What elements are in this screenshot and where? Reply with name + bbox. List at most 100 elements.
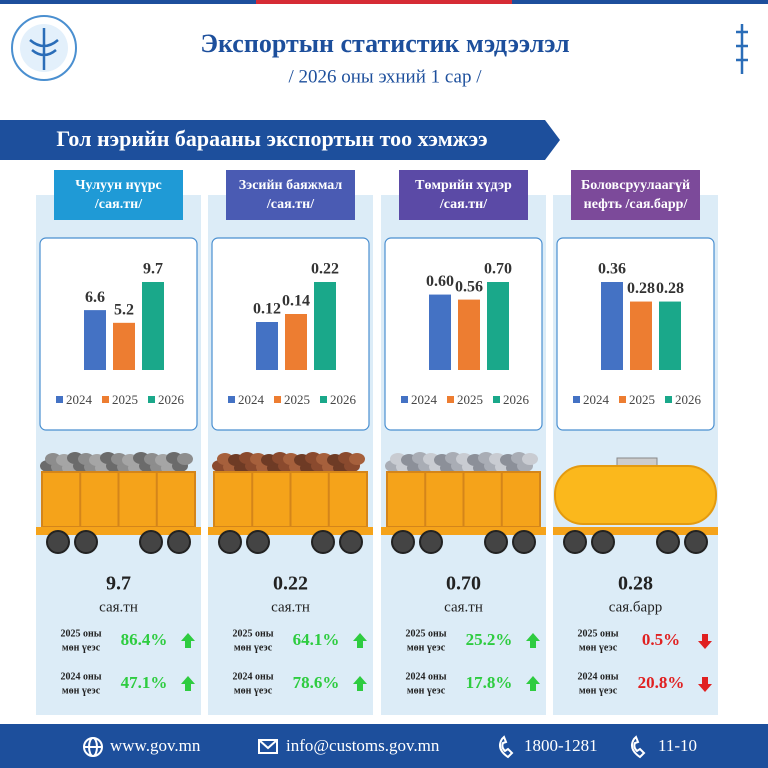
legend-label: 2025 <box>284 392 310 407</box>
panel-label: Чулуун нүүрс <box>75 178 161 193</box>
legend-swatch <box>447 396 454 403</box>
data-label: 0.28 <box>656 280 684 297</box>
data-label: 0.12 <box>253 301 281 318</box>
wheel <box>484 530 508 554</box>
comparison-label: 2025 оны <box>60 628 101 639</box>
comparison-label: 2024 оны <box>60 671 101 682</box>
script-emblem <box>736 24 748 74</box>
total-unit: сая.тн <box>444 599 483 615</box>
panel-label: /сая.тн/ <box>439 197 488 212</box>
total-value: 0.22 <box>273 573 308 595</box>
wagon-frame <box>553 527 718 535</box>
bar <box>601 282 623 370</box>
comparison-label: мөн үеэс <box>62 685 101 696</box>
panel-label-box <box>54 170 183 220</box>
panel-label: /сая.тн/ <box>94 197 143 212</box>
wheel <box>139 530 163 554</box>
section-banner <box>0 120 545 160</box>
wheel <box>46 530 70 554</box>
trend-arrow <box>181 676 195 691</box>
legend-swatch <box>401 396 408 403</box>
wagon-frame <box>208 527 373 535</box>
legend-label: 2025 <box>112 392 138 407</box>
total-unit: сая.барр <box>609 599 662 615</box>
tank-body <box>554 465 717 525</box>
wagon <box>381 452 546 554</box>
panel-label-box <box>226 170 355 220</box>
footer-bar <box>0 724 768 768</box>
top-stripe <box>256 0 512 4</box>
wheel <box>684 530 708 554</box>
legend-label: 2024 <box>66 392 93 407</box>
wheel <box>167 530 191 554</box>
top-stripe <box>0 0 256 4</box>
trend-arrow <box>526 633 540 648</box>
data-label: 0.56 <box>455 278 483 295</box>
legend-swatch <box>228 396 235 403</box>
wheel <box>218 530 242 554</box>
data-label: 0.36 <box>598 261 626 278</box>
footer-website: www.gov.mn <box>110 736 201 755</box>
wagon <box>36 452 201 554</box>
wagon <box>208 452 373 554</box>
bar <box>458 299 480 370</box>
legend-swatch <box>320 396 327 403</box>
comparison-label: 2024 оны <box>405 671 446 682</box>
data-label: 5.2 <box>114 301 134 318</box>
panel-label: нефть /сая.барр/ <box>584 197 689 212</box>
comparison-label: 2025 оны <box>577 628 618 639</box>
wheel <box>512 530 536 554</box>
data-label: 0.60 <box>426 273 454 290</box>
trend-arrow <box>181 633 195 648</box>
legend-swatch <box>493 396 500 403</box>
legend-swatch <box>102 396 109 403</box>
panel-label-box <box>399 170 528 220</box>
change-value: 78.6% <box>293 673 340 692</box>
bar <box>142 282 164 370</box>
legend-label: 2024 <box>583 392 610 407</box>
comparison-label: 2025 оны <box>405 628 446 639</box>
bar <box>630 301 652 370</box>
bar <box>314 282 336 370</box>
panel-label: /сая.тн/ <box>266 197 315 212</box>
data-label: 0.22 <box>311 261 339 278</box>
panels: Чулуун нүүрс/сая.тн/6.6 5.2 9.7 2024 2025 202… <box>36 170 718 715</box>
wheel <box>311 530 335 554</box>
footer-icons <box>83 735 646 759</box>
total-value: 9.7 <box>106 573 131 595</box>
legend-label: 2024 <box>238 392 265 407</box>
wagon-frame <box>36 527 201 535</box>
bar <box>113 322 135 370</box>
comparison-label: мөн үеэс <box>407 685 446 696</box>
comparison-label: 2025 оны <box>232 628 273 639</box>
panel: Чулуун нүүрс/сая.тн/6.6 5.2 9.7 2024 2025 202… <box>36 170 201 715</box>
bar <box>487 282 509 370</box>
subtitle: / 2026 оны эхний 1 сар / <box>288 66 482 87</box>
comparison-label: мөн үеэс <box>407 642 446 653</box>
bar <box>659 301 681 370</box>
wagon-frame <box>381 527 546 535</box>
data-label: 9.7 <box>143 261 163 278</box>
change-value: 20.8% <box>638 673 685 692</box>
comparison-label: мөн үеэс <box>234 642 273 653</box>
comparison-label: мөн үеэс <box>579 685 618 696</box>
panel-label: Төмрийн хүдэр <box>415 178 512 193</box>
legend-label: 2025 <box>457 392 483 407</box>
data-label: 6.6 <box>85 289 105 306</box>
panel-label-box <box>571 170 700 220</box>
total-unit: сая.тн <box>99 599 138 615</box>
panel-label: Зэсийн баяжмал <box>239 178 343 193</box>
total-value: 0.70 <box>446 573 481 595</box>
legend-label: 2026 <box>330 392 357 407</box>
data-label: 0.28 <box>627 280 655 297</box>
wheel <box>74 530 98 554</box>
footer-email: info@customs.gov.mn <box>286 736 440 755</box>
wheel <box>419 530 443 554</box>
bar <box>429 294 451 370</box>
wheel <box>391 530 415 554</box>
bar <box>256 322 278 370</box>
wheel <box>591 530 615 554</box>
trend-arrow <box>698 677 712 692</box>
